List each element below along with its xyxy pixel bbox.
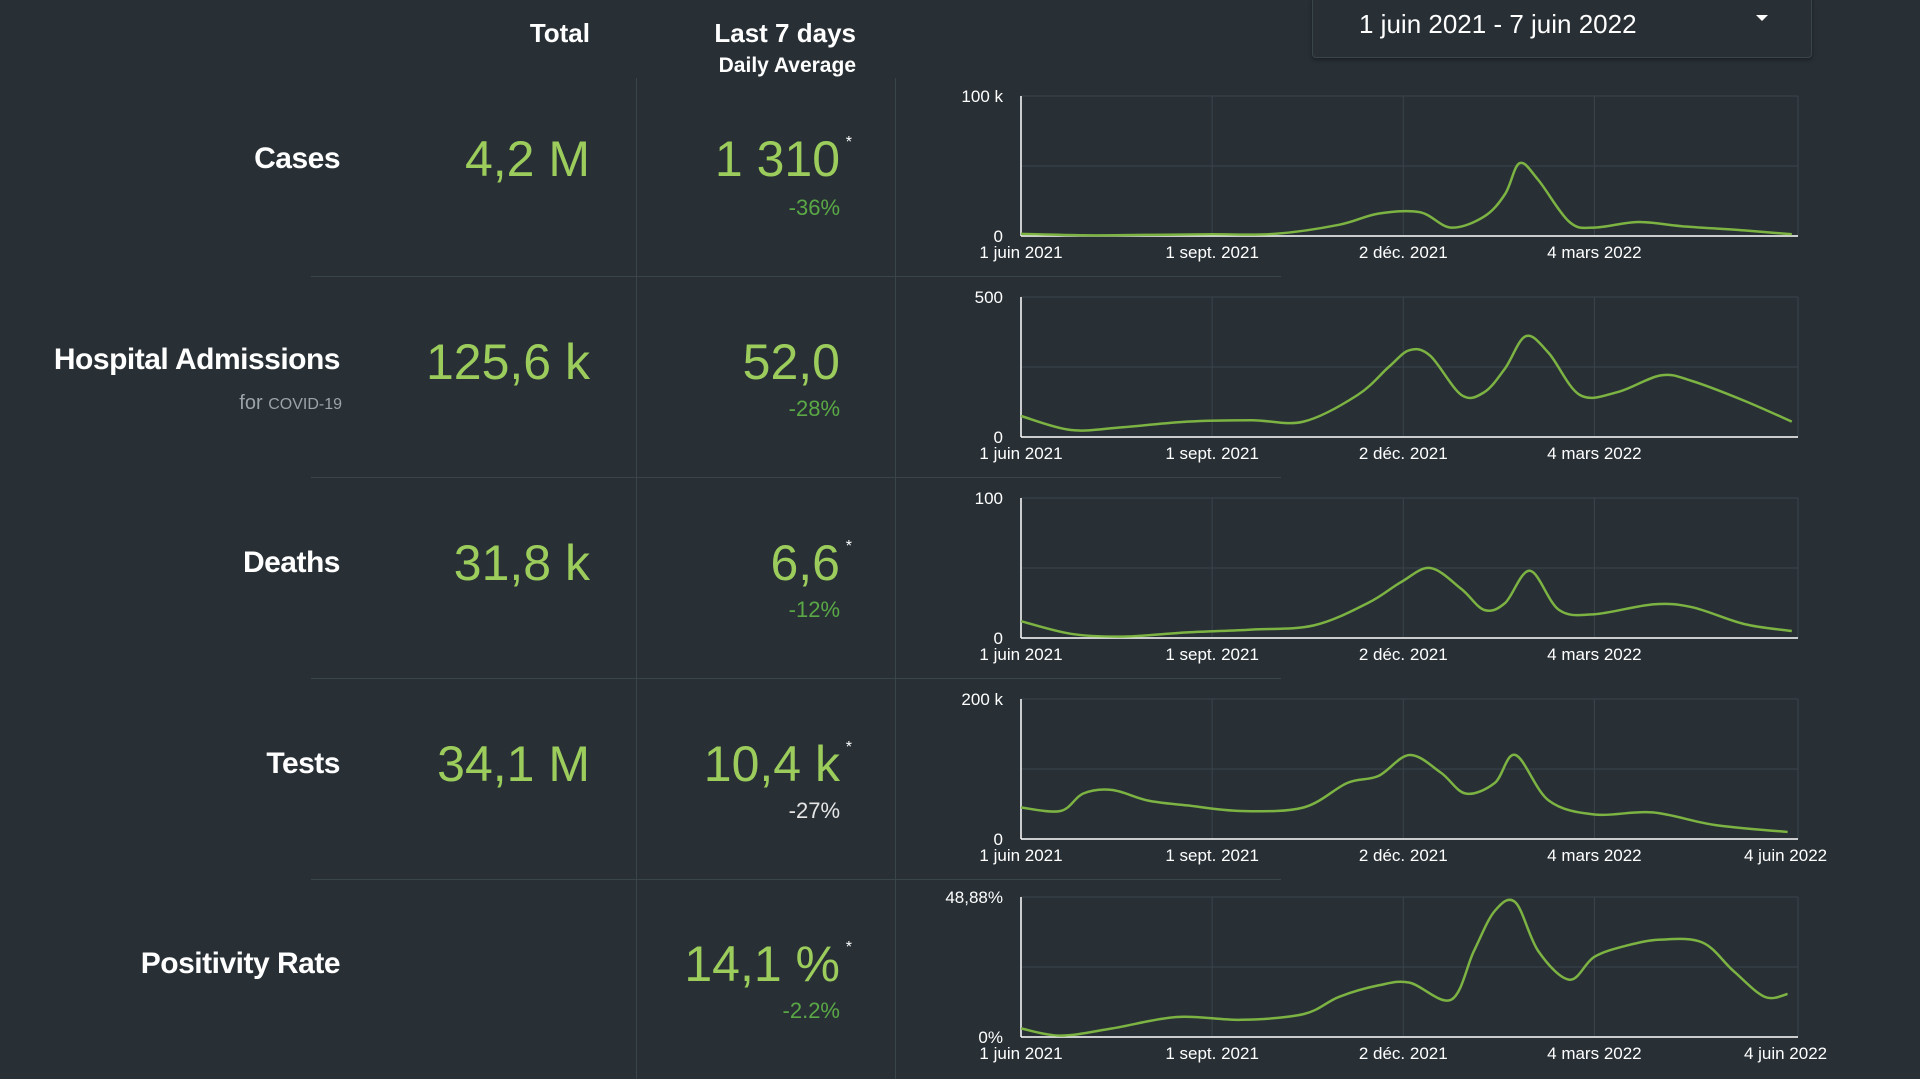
metric-daily-average: 6,6	[770, 535, 840, 591]
x-tick-label: 4 juin 2022	[1744, 846, 1827, 865]
x-tick-label: 1 juin 2021	[979, 645, 1062, 664]
metric-daily-average: 52,0	[742, 334, 840, 390]
x-tick-label: 1 juin 2021	[979, 444, 1062, 463]
header-total: Total	[529, 18, 590, 48]
x-tick-label: 4 juin 2022	[1744, 1044, 1827, 1063]
metric-row-tests: Tests 34,1 M 10,4 k * -27%	[0, 681, 1920, 881]
chart-svg: 200 k 01 juin 2021 1 sept. 2021 2 déc. 2021…	[961, 690, 1827, 865]
x-tick-label: 2 déc. 2021	[1359, 444, 1448, 463]
metric-change: -28%	[788, 396, 840, 421]
metric-total: 4,2 M	[464, 131, 590, 187]
chart-svg: 500 01 juin 2021 1 sept. 2021 2 déc. 2021 4 …	[975, 288, 1799, 463]
footnote-marker: *	[845, 739, 852, 756]
x-tick-label: 1 sept. 2021	[1165, 444, 1259, 463]
x-tick-label: 1 sept. 2021	[1165, 846, 1259, 865]
footnote-marker: *	[845, 134, 852, 151]
metric-total: 125,6 k	[425, 334, 590, 390]
metric-daily-average: 14,1 %	[684, 936, 840, 992]
chart-svg: 100 k 01 juin 2021 1 sept. 2021 2 déc. 2021…	[961, 87, 1799, 262]
date-range-dropdown[interactable]: 1 juin 2021 - 7 juin 2022	[1312, 0, 1812, 58]
row-divider	[311, 477, 1281, 478]
metric-row-deaths: Deaths 31,8 k 6,6 * -12%	[0, 480, 1920, 680]
y-tick-label-min: 0	[994, 227, 1003, 246]
y-tick-label-min: 0	[994, 629, 1003, 648]
y-tick-label-max: 100 k	[961, 87, 1003, 106]
row-divider	[311, 276, 1281, 277]
metric-total: 31,8 k	[453, 535, 590, 591]
hospital-admissions-chart: 500 0 1 juin 2021 1 sept. 2021 2 déc. 2021 4 …	[940, 279, 1920, 479]
series-line-tests	[1020, 753, 1788, 834]
metric-sublabel-small: COVID-19	[268, 396, 342, 413]
x-tick-label: 1 juin 2021	[979, 1044, 1062, 1063]
x-tick-label: 1 juin 2021	[979, 846, 1062, 865]
x-tick-label: 4 mars 2022	[1547, 1044, 1642, 1063]
series-line-deaths	[1020, 566, 1792, 638]
metric-change: -2.2%	[782, 998, 840, 1023]
x-tick-label: 1 sept. 2021	[1165, 645, 1259, 664]
deaths-chart: 100 0 1 juin 2021 1 sept. 2021 2 déc. 2021 4 …	[940, 480, 1920, 680]
x-tick-label: 4 mars 2022	[1547, 243, 1642, 262]
metric-sublabel: for COVID-19	[239, 392, 342, 415]
metric-daily-average: 1 310	[714, 131, 840, 187]
metric-change: -36%	[788, 195, 840, 220]
metric-change: -27%	[788, 798, 840, 823]
series-line-cases	[1020, 161, 1792, 237]
x-tick-label: 2 déc. 2021	[1359, 243, 1448, 262]
y-tick-label-max: 200 k	[961, 690, 1003, 709]
footnote-marker: *	[845, 939, 852, 956]
y-tick-label-max: 500	[975, 288, 1003, 307]
metric-daily-average: 10,4 k	[703, 736, 840, 792]
series-line-hospital-admissions	[1020, 334, 1793, 432]
x-tick-label: 2 déc. 2021	[1359, 645, 1448, 664]
column-divider	[636, 78, 637, 1079]
y-tick-label-min: 0	[994, 428, 1003, 447]
chart-svg: 100 01 juin 2021 1 sept. 2021 2 déc. 2021 4 …	[975, 489, 1799, 664]
x-tick-label: 1 sept. 2021	[1165, 243, 1259, 262]
y-tick-label-max: 100	[975, 489, 1003, 508]
y-tick-label-max: 48,88%	[945, 888, 1003, 907]
x-tick-label: 1 juin 2021	[979, 243, 1062, 262]
caret-down-icon[interactable]	[1756, 15, 1768, 21]
metric-total: 34,1 M	[437, 736, 590, 792]
x-tick-label: 4 mars 2022	[1547, 444, 1642, 463]
metric-row-positivity-rate: Positivity Rate 14,1 % * -2.2%	[0, 879, 1920, 1079]
metric-change: -12%	[788, 597, 840, 622]
x-tick-label: 4 mars 2022	[1547, 846, 1642, 865]
chart-svg: 48,88% 0%1 juin 2021 1 sept. 2021 2 déc. 20…	[945, 888, 1827, 1063]
metric-label: Tests	[266, 747, 340, 780]
row-divider	[311, 678, 1281, 679]
metric-label: Hospital Admissions	[53, 343, 341, 376]
y-tick-label-min: 0	[994, 830, 1003, 849]
x-tick-label: 2 déc. 2021	[1359, 1044, 1448, 1063]
header-daily-average: Daily Average	[718, 54, 856, 77]
footnote-marker: *	[845, 538, 852, 555]
metric-sublabel-text: for	[239, 392, 263, 414]
x-tick-label: 2 déc. 2021	[1359, 846, 1448, 865]
positivity-rate-chart: 48,88% 0% 1 juin 2021 1 sept. 2021 2 déc. 20…	[940, 879, 1920, 1079]
y-tick-label-min: 0%	[978, 1028, 1003, 1047]
metric-label: Positivity Rate	[140, 947, 341, 980]
metric-label: Deaths	[242, 546, 341, 579]
series-line-positivity-rate	[1020, 898, 1788, 1037]
date-range-label: 1 juin 2021 - 7 juin 2022	[1359, 9, 1637, 39]
column-divider	[895, 78, 896, 1079]
row-divider	[311, 879, 1281, 880]
metric-row-hospital-admissions: Hospital Admissions for COVID-19 125,6 k…	[0, 279, 1920, 479]
metric-row-cases: Cases 4,2 M 1 310 * -36%	[0, 78, 1920, 278]
metric-label: Cases	[254, 142, 340, 175]
x-tick-label: 1 sept. 2021	[1165, 1044, 1259, 1063]
header-last-7-days: Last 7 days	[714, 18, 856, 48]
x-tick-label: 4 mars 2022	[1547, 645, 1642, 664]
